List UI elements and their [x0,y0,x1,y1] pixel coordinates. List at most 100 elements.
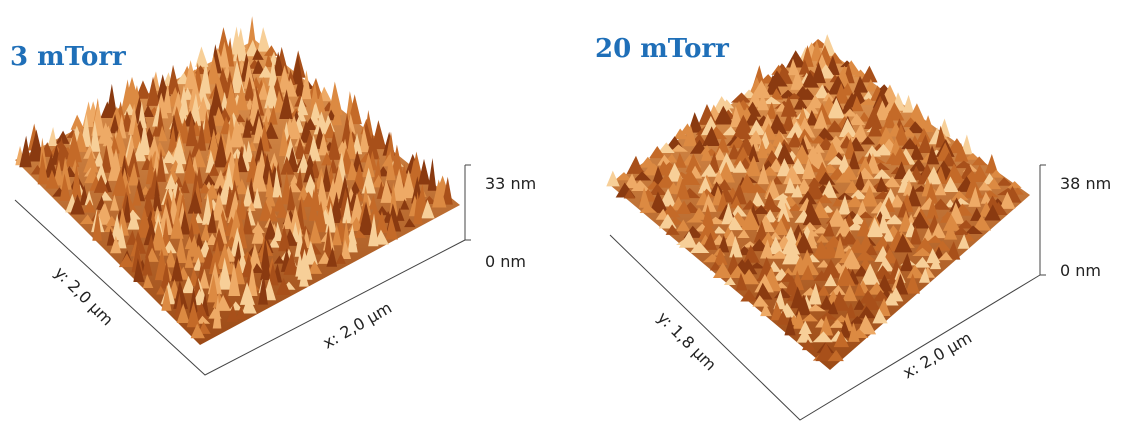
peak [308,188,318,221]
peak [890,194,906,208]
peak [968,186,981,207]
peak [933,240,951,251]
peak [842,108,858,117]
peak [264,53,274,68]
peak [942,213,961,231]
peak [247,264,258,296]
peak [826,207,847,227]
peak [757,93,770,111]
peak [323,225,333,259]
peak [890,146,911,166]
peak [934,182,947,196]
peak [702,232,718,250]
peak [47,127,58,147]
peak [701,204,715,227]
peak [264,219,278,240]
peak [857,211,874,219]
peak [839,118,858,138]
peak [421,199,435,219]
peak [909,225,922,245]
peak [243,76,255,101]
peak [944,223,958,240]
peak [938,251,953,261]
peak [697,176,713,194]
peak [1007,181,1022,188]
peak [743,244,760,263]
peak [161,284,172,311]
peak [687,112,704,133]
peak [790,69,805,90]
peak [133,141,147,162]
peak [791,184,803,198]
peak [985,177,1002,190]
peak [787,132,803,148]
peak [190,323,205,339]
peak [702,126,720,146]
peak [913,256,931,268]
peak [257,27,271,52]
peak [862,90,875,100]
peak [786,121,806,138]
peak [926,198,939,219]
peak [80,214,94,225]
peak [985,153,999,174]
base-axes [14,199,466,376]
peak [765,101,777,119]
peak [912,247,933,257]
peak [822,221,835,237]
peak [229,117,245,148]
peak [118,253,135,268]
peak [165,173,178,190]
peak [926,145,940,165]
peak [340,239,352,259]
peak [212,227,227,252]
peak [442,176,453,205]
peak [84,190,94,206]
peak [906,185,922,207]
peak [104,223,116,232]
peak [276,204,290,218]
peak [723,277,736,286]
peak [235,83,249,111]
peak [848,322,860,342]
peak [224,81,240,116]
peak [59,173,71,201]
peak [713,247,728,266]
peak [834,236,847,259]
peak [898,209,913,232]
peak [972,215,992,231]
peak [365,133,380,160]
peak [164,249,177,268]
peak [840,230,859,245]
panel: 3 mTorr 33 nm 0 nm y: 2,0 µm x: 2,0 µm [10,16,536,376]
peak [764,178,781,199]
peak [864,145,882,157]
peak [829,319,846,328]
z-top-label: 38 nm [1060,174,1111,193]
peak [873,143,893,156]
peak [297,184,309,201]
peak [999,191,1016,209]
peak [813,84,830,99]
peak [742,199,760,210]
peak [873,265,894,279]
peak [851,123,869,142]
peak [624,173,639,189]
peak [726,216,743,231]
peak [160,260,171,289]
peak [70,194,85,215]
peak [353,229,367,238]
peak [815,194,833,204]
peak [787,58,800,76]
peak [207,274,219,303]
peak [614,172,632,181]
peak [848,113,866,125]
peak [797,88,817,100]
peak [346,126,357,159]
peak [906,264,925,279]
peak [264,77,280,109]
peak [303,157,316,183]
peak [782,245,801,265]
peak [700,146,713,161]
peak [206,54,220,85]
